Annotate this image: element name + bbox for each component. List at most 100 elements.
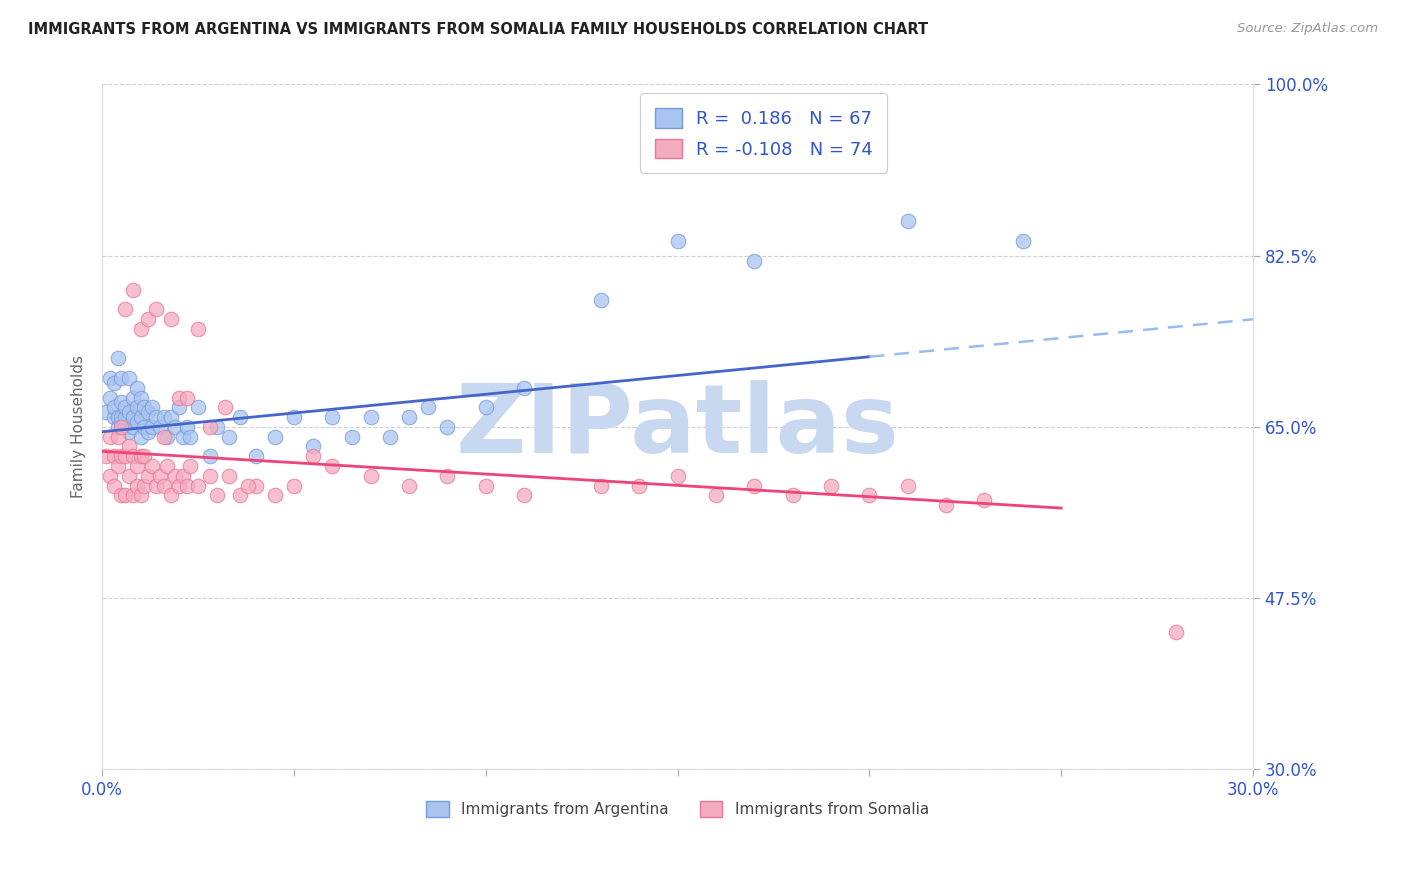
Point — [149, 468, 172, 483]
Point — [475, 478, 498, 492]
Point — [666, 234, 689, 248]
Point — [94, 449, 117, 463]
Point — [145, 410, 167, 425]
Point — [129, 488, 152, 502]
Point — [129, 430, 152, 444]
Point — [897, 478, 920, 492]
Point — [110, 410, 132, 425]
Point — [103, 376, 125, 390]
Point — [475, 401, 498, 415]
Point — [134, 449, 156, 463]
Point — [179, 430, 201, 444]
Point — [214, 401, 236, 415]
Point — [198, 420, 221, 434]
Point — [207, 420, 229, 434]
Point — [125, 381, 148, 395]
Point — [110, 449, 132, 463]
Point — [149, 420, 172, 434]
Point — [118, 468, 141, 483]
Point — [321, 458, 343, 473]
Point — [167, 391, 190, 405]
Point — [103, 410, 125, 425]
Point — [114, 302, 136, 317]
Point — [513, 488, 536, 502]
Point — [820, 478, 842, 492]
Point — [666, 468, 689, 483]
Point — [360, 410, 382, 425]
Point — [103, 478, 125, 492]
Point — [114, 420, 136, 434]
Point — [114, 449, 136, 463]
Point — [398, 410, 420, 425]
Point — [134, 420, 156, 434]
Point — [165, 420, 187, 434]
Point — [122, 420, 145, 434]
Point — [129, 391, 152, 405]
Point — [114, 410, 136, 425]
Point — [236, 478, 259, 492]
Point — [167, 401, 190, 415]
Point — [122, 488, 145, 502]
Point — [103, 449, 125, 463]
Point — [107, 458, 129, 473]
Point — [118, 439, 141, 453]
Point — [136, 425, 159, 439]
Point — [176, 420, 198, 434]
Text: ZIPatlas: ZIPatlas — [456, 380, 900, 474]
Point — [973, 493, 995, 508]
Legend: Immigrants from Argentina, Immigrants from Somalia: Immigrants from Argentina, Immigrants fr… — [420, 795, 935, 823]
Point — [145, 302, 167, 317]
Point — [107, 430, 129, 444]
Point — [160, 410, 183, 425]
Point — [110, 395, 132, 409]
Point — [245, 478, 267, 492]
Point — [98, 430, 121, 444]
Point — [1166, 625, 1188, 640]
Point — [897, 214, 920, 228]
Point — [136, 405, 159, 419]
Point — [172, 430, 194, 444]
Point — [589, 478, 612, 492]
Point — [107, 410, 129, 425]
Point — [110, 420, 132, 434]
Point — [218, 468, 240, 483]
Point — [141, 458, 163, 473]
Point — [167, 478, 190, 492]
Point — [136, 312, 159, 326]
Point — [125, 401, 148, 415]
Point — [134, 478, 156, 492]
Point — [782, 488, 804, 502]
Point — [129, 322, 152, 336]
Point — [125, 415, 148, 429]
Point — [107, 351, 129, 366]
Point — [136, 468, 159, 483]
Point — [141, 420, 163, 434]
Point — [179, 458, 201, 473]
Point — [283, 478, 305, 492]
Point — [340, 430, 363, 444]
Point — [378, 430, 401, 444]
Point — [110, 415, 132, 429]
Y-axis label: Family Households: Family Households — [72, 355, 86, 499]
Point — [156, 458, 179, 473]
Point — [122, 410, 145, 425]
Text: Source: ZipAtlas.com: Source: ZipAtlas.com — [1237, 22, 1378, 36]
Point — [114, 401, 136, 415]
Point — [160, 488, 183, 502]
Point — [129, 449, 152, 463]
Point — [589, 293, 612, 307]
Point — [103, 401, 125, 415]
Point — [321, 410, 343, 425]
Point — [110, 371, 132, 385]
Point — [122, 283, 145, 297]
Point — [152, 430, 174, 444]
Point — [704, 488, 727, 502]
Point — [198, 468, 221, 483]
Point — [1011, 234, 1033, 248]
Point — [176, 391, 198, 405]
Point — [160, 312, 183, 326]
Point — [107, 420, 129, 434]
Point — [398, 478, 420, 492]
Point — [742, 253, 765, 268]
Point — [513, 381, 536, 395]
